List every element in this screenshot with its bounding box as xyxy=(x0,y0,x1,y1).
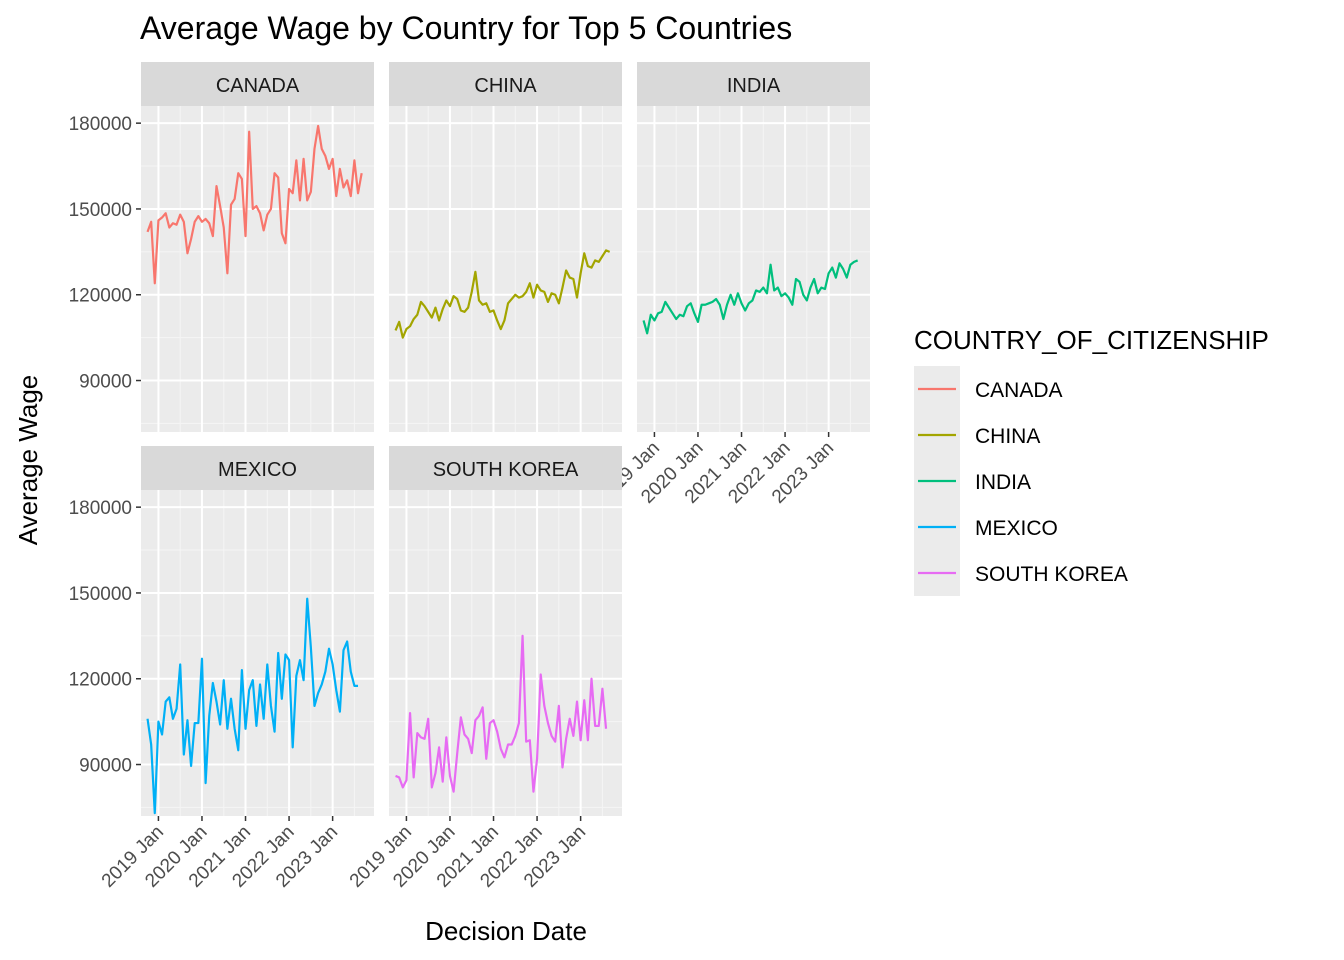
y-tick-label: 150000 xyxy=(69,200,132,221)
panel-background xyxy=(637,106,870,432)
series-line-south-korea xyxy=(395,634,608,793)
panel-background xyxy=(389,106,622,432)
facet-strip-label: MEXICO xyxy=(218,459,297,481)
panel-canada: CANADA 90000 120000 150000 180000 xyxy=(69,62,374,432)
facet-strip-label: CHINA xyxy=(474,75,537,97)
legend-title: COUNTRY_OF_CITIZENSHIP xyxy=(914,325,1269,355)
y-tick-label: 90000 xyxy=(79,756,132,777)
legend-items: CANADA CHINA INDIA MEXICO SOUTH KOREA xyxy=(918,379,1128,586)
facet-strip-label: SOUTH KOREA xyxy=(433,459,579,481)
series-line-china xyxy=(394,249,611,339)
facet-strip-label: INDIA xyxy=(727,75,781,97)
y-axis-title: Average Wage xyxy=(13,375,43,546)
y-tick-label: 180000 xyxy=(69,114,132,135)
series-line-india xyxy=(642,259,859,335)
facet-strip-label: CANADA xyxy=(216,75,300,97)
panel-china: CHINA xyxy=(389,62,622,432)
facet-strip xyxy=(141,446,374,490)
panel-background xyxy=(141,490,374,816)
legend-label: MEXICO xyxy=(975,517,1058,540)
facet-strip xyxy=(637,62,870,106)
x-axis-title: Decision Date xyxy=(425,916,587,946)
chart-title: Average Wage by Country for Top 5 Countr… xyxy=(140,10,792,46)
legend-label: INDIA xyxy=(975,471,1031,494)
y-tick-label: 120000 xyxy=(69,670,132,691)
facet-strip xyxy=(141,62,374,106)
legend-label: CHINA xyxy=(975,425,1040,448)
y-tick-label: 90000 xyxy=(79,372,132,393)
legend-label: SOUTH KOREA xyxy=(975,563,1128,586)
y-tick-label: 150000 xyxy=(69,584,132,605)
panel-background xyxy=(141,106,374,432)
legend-label: CANADA xyxy=(975,379,1063,402)
legend-item-south-korea: SOUTH KOREA xyxy=(918,563,1128,586)
y-tick-label: 120000 xyxy=(69,286,132,307)
series-line-mexico xyxy=(146,597,359,815)
legend-item-india: INDIA xyxy=(918,471,1031,494)
legend-item-canada: CANADA xyxy=(918,379,1063,402)
legend-item-mexico: MEXICO xyxy=(918,517,1058,540)
facet-panels: CANADA 90000 120000 150000 180000 CHINA INDIA2… xyxy=(69,62,870,892)
facet-strip xyxy=(389,446,622,490)
series-line-canada xyxy=(146,124,363,285)
facet-strip xyxy=(389,62,622,106)
panel-background xyxy=(389,490,622,816)
legend: COUNTRY_OF_CITIZENSHIP CANADA CHINA INDIA M… xyxy=(914,325,1269,596)
y-tick-label: 180000 xyxy=(69,498,132,519)
legend-item-china: CHINA xyxy=(918,425,1040,448)
